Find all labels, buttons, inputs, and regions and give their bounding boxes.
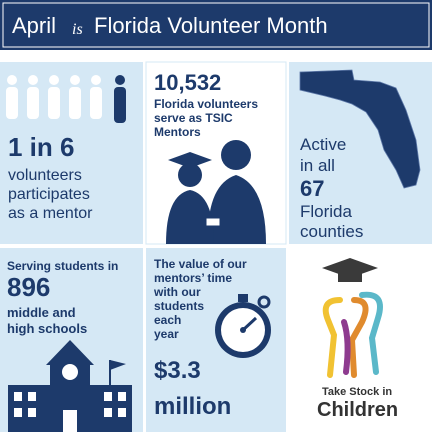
text-line: as a mentor [8,205,93,222]
stat: 10,532 [154,70,221,95]
text-line: Serving students in [7,259,118,273]
graduates-icon [166,140,266,244]
text-line: with our [153,285,201,299]
header-text: Florida Volunteer Month [94,13,328,38]
text-line: year [154,327,179,341]
text-line: students [154,299,204,313]
text-line: in all [300,156,335,175]
stat: 1 in 6 [8,132,74,162]
text-line: middle and [7,305,76,320]
florida-map [299,69,421,189]
text-line: high schools [7,321,87,336]
text-line: each [154,313,181,327]
text-line: volunteers [8,167,82,184]
text-line: serve as TSIC [154,111,233,125]
stat: million [154,393,231,420]
header-script: is [72,21,83,38]
text-line: Florida volunteers [154,97,258,111]
stat: 67 [300,176,324,201]
text-line: participates [8,186,90,203]
text-line: mentors’ time [154,271,232,285]
school-icon [8,340,132,432]
people-icon [6,75,126,123]
stat: $3.3 [154,357,201,384]
stopwatch-icon [215,294,271,358]
text-line: The value of our [154,257,247,271]
text-line: Active [300,135,346,154]
text-line: Florida [300,202,353,221]
logo-text: Children [317,399,398,421]
logo-icon [322,258,383,378]
text-line: counties [300,222,363,241]
header-text: April [12,13,56,38]
stat: 896 [7,272,50,302]
header-band [0,0,432,50]
text-line: Mentors [154,125,201,139]
logo-text: Take Stock in [322,386,392,398]
header-border [2,2,430,48]
